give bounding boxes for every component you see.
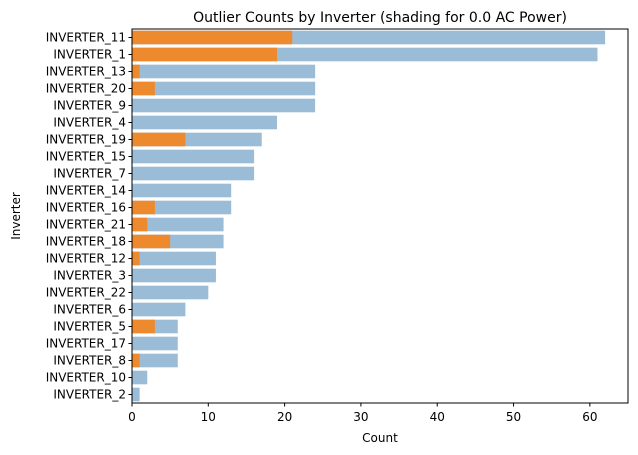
- y-tick-label: INVERTER_9: [53, 99, 126, 113]
- total-bar-inverter-13: [132, 64, 316, 79]
- y-tick-label: INVERTER_10: [46, 371, 126, 385]
- total-bar-inverter-21: [132, 217, 224, 232]
- y-tick-label: INVERTER_21: [46, 218, 126, 232]
- total-bar-inverter-3: [132, 268, 216, 283]
- x-tick-label: 20: [277, 410, 292, 424]
- y-tick-label: INVERTER_12: [46, 252, 126, 266]
- total-bar-inverter-12: [132, 251, 216, 266]
- y-tick-label: INVERTER_2: [53, 388, 126, 402]
- zero-ac-bar-inverter-5: [132, 319, 155, 334]
- y-tick-label: INVERTER_18: [46, 235, 126, 249]
- total-bar-inverter-14: [132, 183, 232, 198]
- y-tick-label: INVERTER_17: [46, 337, 126, 351]
- y-tick-label: INVERTER_19: [46, 133, 126, 147]
- total-bar-inverter-15: [132, 149, 255, 164]
- y-tick-label: INVERTER_3: [53, 269, 126, 283]
- y-tick-label: INVERTER_20: [46, 82, 126, 96]
- y-tick-label: INVERTER_14: [46, 184, 126, 198]
- x-tick-label: 30: [353, 410, 368, 424]
- y-tick-label: INVERTER_22: [46, 286, 126, 300]
- y-tick-label: INVERTER_11: [46, 31, 126, 45]
- total-bar-inverter-20: [132, 81, 316, 96]
- zero-ac-bar-inverter-12: [132, 251, 140, 266]
- bars-layer: [132, 30, 606, 402]
- total-bar-inverter-10: [132, 370, 148, 385]
- total-bar-inverter-2: [132, 387, 140, 402]
- x-tick-label: 0: [128, 410, 136, 424]
- y-tick-label: INVERTER_16: [46, 201, 126, 215]
- zero-ac-bar-inverter-18: [132, 234, 171, 249]
- x-tick-label: 60: [582, 410, 597, 424]
- total-bar-inverter-8: [132, 353, 178, 368]
- y-tick-label: INVERTER_5: [53, 320, 126, 334]
- total-bar-inverter-4: [132, 115, 277, 130]
- zero-ac-bar-inverter-11: [132, 30, 293, 45]
- zero-ac-bar-inverter-16: [132, 200, 155, 215]
- y-tick-label: INVERTER_8: [53, 354, 126, 368]
- y-axis-ticks: INVERTER_11 INVERTER_1 INVERTER_13 INVERTER…: [46, 31, 132, 402]
- x-tick-label: 50: [506, 410, 521, 424]
- y-axis-label: Inverter: [9, 192, 23, 240]
- total-bar-inverter-17: [132, 336, 178, 351]
- x-axis-label: Count: [362, 431, 398, 445]
- total-bar-inverter-7: [132, 166, 255, 181]
- plot-frame: [131, 28, 629, 404]
- zero-ac-bar-inverter-19: [132, 132, 186, 147]
- x-tick-label: 40: [430, 410, 445, 424]
- zero-ac-bar-inverter-13: [132, 64, 140, 79]
- x-tick-label: 10: [201, 410, 216, 424]
- y-tick-label: INVERTER_6: [53, 303, 126, 317]
- y-tick-label: INVERTER_1: [53, 48, 126, 62]
- zero-ac-bar-inverter-20: [132, 81, 155, 96]
- zero-ac-bar-inverter-21: [132, 217, 148, 232]
- y-tick-label: INVERTER_4: [53, 116, 126, 130]
- total-bar-inverter-6: [132, 302, 186, 317]
- zero-ac-bar-inverter-1: [132, 47, 277, 62]
- y-tick-label: INVERTER_13: [46, 65, 126, 79]
- total-bar-inverter-9: [132, 98, 316, 113]
- y-tick-label: INVERTER_15: [46, 150, 126, 164]
- x-axis-ticks: 0 10 20 30 40 50 60: [128, 403, 597, 424]
- total-bar-inverter-22: [132, 285, 209, 300]
- zero-ac-bar-inverter-8: [132, 353, 140, 368]
- y-tick-label: INVERTER_7: [53, 167, 126, 181]
- chart-title: Outlier Counts by Inverter (shading for …: [193, 10, 567, 26]
- total-bar-inverter-16: [132, 200, 232, 215]
